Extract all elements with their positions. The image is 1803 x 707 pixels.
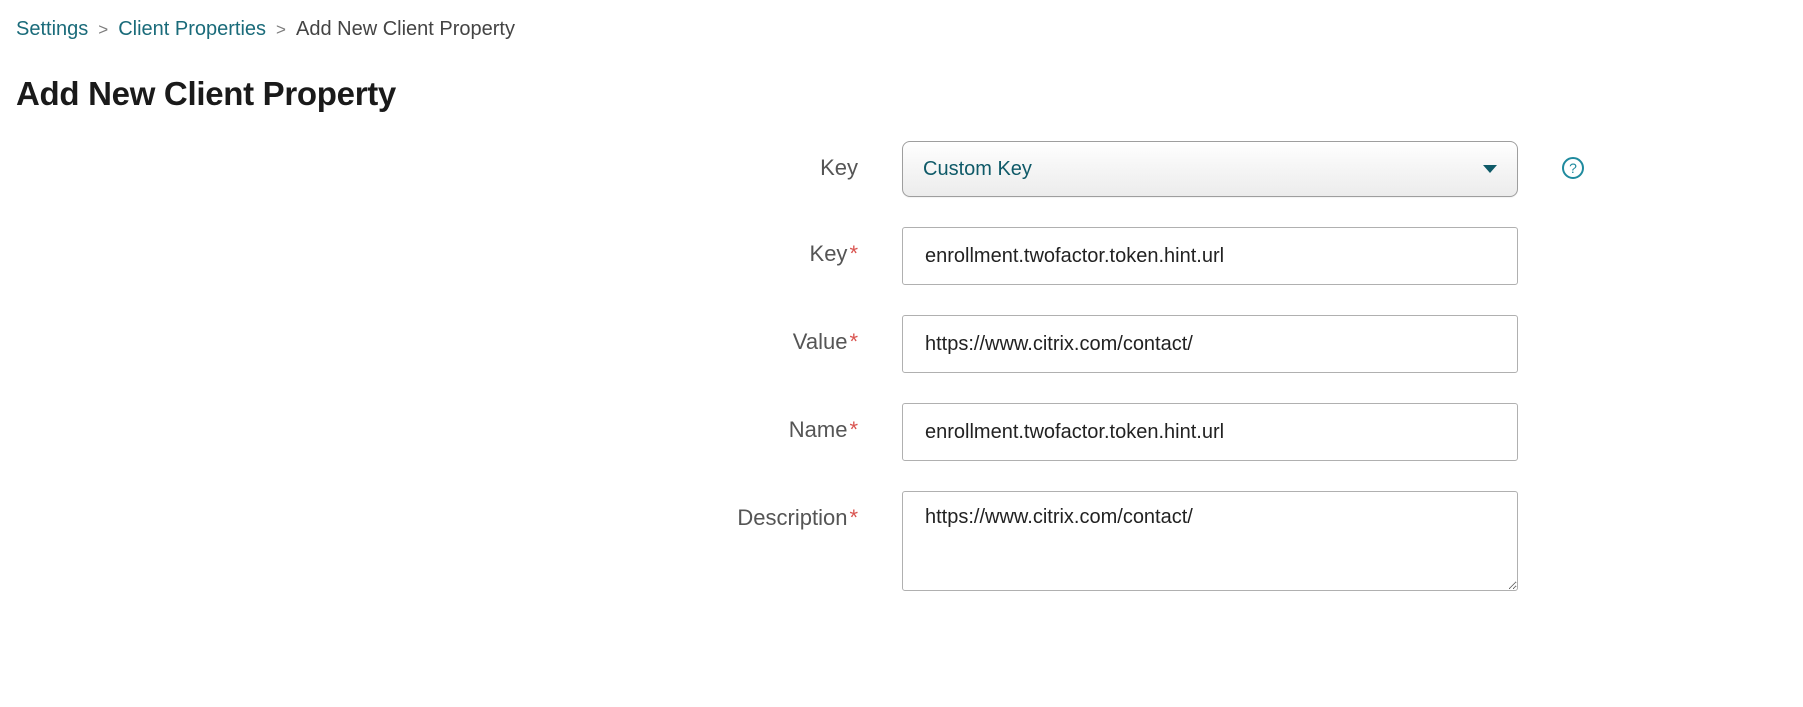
page-title: Add New Client Property (16, 75, 1787, 113)
breadcrumb-separator: > (98, 20, 108, 40)
form-row-name: Name* (16, 403, 1787, 461)
breadcrumb-current: Add New Client Property (296, 18, 515, 41)
breadcrumb: Settings > Client Properties > Add New C… (16, 18, 1787, 41)
key-select[interactable]: Custom Key (902, 141, 1518, 197)
required-star: * (849, 417, 858, 442)
label-key-select: Key (16, 141, 902, 181)
name-input[interactable] (902, 403, 1518, 461)
key-select-value: Custom Key (923, 158, 1032, 181)
label-name: Name* (16, 403, 902, 443)
form-row-key-text: Key* (16, 227, 1787, 285)
breadcrumb-separator: > (276, 20, 286, 40)
key-input[interactable] (902, 227, 1518, 285)
label-description: Description* (16, 491, 902, 531)
required-star: * (849, 505, 858, 530)
required-star: * (849, 329, 858, 354)
breadcrumb-link-settings[interactable]: Settings (16, 18, 88, 41)
label-value: Value* (16, 315, 902, 355)
description-textarea[interactable] (902, 491, 1518, 591)
form-row-description: Description* (16, 491, 1787, 596)
chevron-down-icon (1483, 165, 1497, 173)
help-icon[interactable]: ? (1562, 157, 1584, 179)
breadcrumb-link-client-properties[interactable]: Client Properties (118, 18, 266, 41)
client-property-form: Key Custom Key ? Key* Value* Name* (16, 141, 1787, 596)
form-row-value: Value* (16, 315, 1787, 373)
form-row-key-select: Key Custom Key ? (16, 141, 1787, 197)
value-input[interactable] (902, 315, 1518, 373)
required-star: * (849, 241, 858, 266)
label-key-text: Key* (16, 227, 902, 267)
